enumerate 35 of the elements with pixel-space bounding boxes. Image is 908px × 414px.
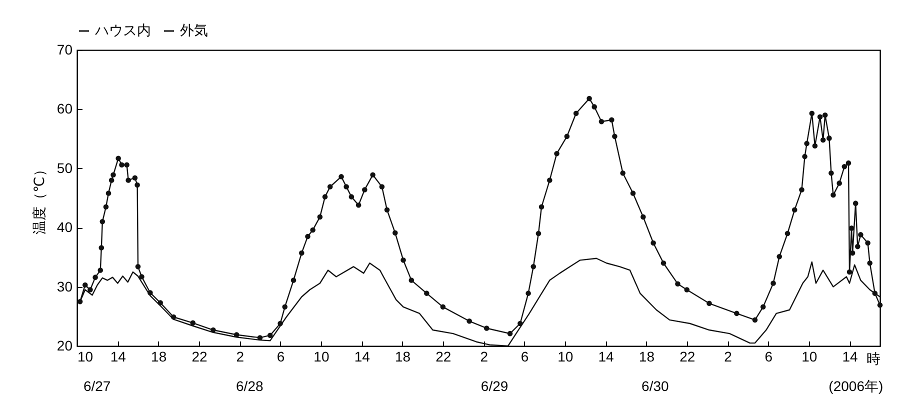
x-tick-label: 18 [638,348,655,364]
x-tick-label: 2 [480,348,488,364]
text: 6/28 [236,378,264,394]
x-tick-label: 22 [436,348,452,364]
x-tick-label: 2 [236,348,244,364]
x-tick-label: 6 [276,348,285,364]
y-tick-label: 40 [56,219,73,236]
text: 6/30 [642,378,669,394]
text: 6/29 [480,378,508,394]
legend-label: ハウス内 [94,22,151,38]
x-axis-title: 時 [866,350,880,366]
y-axis-title: 温度（℃） [30,162,47,234]
text: 6/27 [83,378,111,394]
x-tick-label: 18 [151,348,167,364]
x-tick-label: 18 [394,348,411,364]
y-tick-label: 50 [56,160,73,176]
y-tick-label: 70 [56,42,73,58]
text: (2006年) [828,378,884,394]
x-tick-label: 10 [78,348,94,364]
x-tick-label: 6 [520,348,529,364]
x-tick-label: 6 [764,348,773,364]
x-tick-label: 14 [842,348,858,364]
x-tick-label: 10 [802,348,818,364]
x-tick-label: 10 [558,348,574,364]
legend-label: 外気 [180,22,208,38]
y-tick-label: 60 [56,100,73,117]
x-tick-label: 14 [110,348,126,364]
x-tick-label: 14 [354,348,370,364]
y-tick-label: 30 [56,278,73,294]
x-tick-label: 14 [598,348,614,364]
y-tick-label: 20 [56,338,73,354]
x-tick-label: 22 [680,348,696,364]
x-tick-label: 10 [314,348,330,364]
x-tick-label: 22 [192,348,208,364]
x-tick-label: 2 [724,348,732,364]
